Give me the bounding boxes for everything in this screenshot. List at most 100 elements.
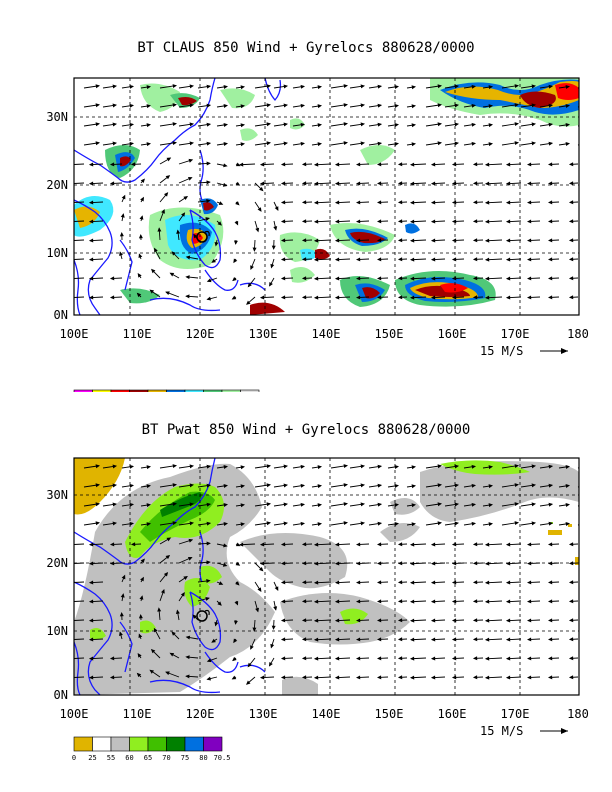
wind-vector-arrow [178, 177, 193, 184]
wind-vector-arrow [178, 592, 185, 602]
wind-vector-arrow [88, 599, 104, 604]
wind-vector-arrow [547, 637, 560, 642]
wind-vector-arrow [233, 239, 238, 245]
panel1-colorbar-swatch [147, 389, 167, 392]
wind-vector-arrow [280, 181, 294, 186]
wind-vector-arrow [273, 141, 289, 146]
wind-vector-arrow [520, 483, 537, 488]
wind-vector-arrow [74, 638, 85, 640]
wind-vector-arrow [102, 521, 118, 526]
wind-vector-arrow [547, 276, 560, 281]
wind-vector-arrow [252, 619, 257, 632]
wind-vector-arrow [520, 103, 537, 108]
wind-vector-arrow [270, 258, 275, 269]
wind-vector-arrow [121, 502, 135, 507]
wind-vector-arrow [368, 84, 383, 89]
wind-vector-arrow [547, 675, 560, 680]
wind-vector-arrow [254, 201, 262, 212]
wind-vector-arrow [484, 238, 503, 243]
panel1-wind-vectors [74, 84, 579, 305]
wind-vector-arrow [140, 85, 152, 90]
wind-vector-arrow [472, 656, 484, 661]
wind-vector-arrow [121, 483, 135, 488]
wind-vector-arrow [330, 502, 349, 507]
wind-vector-arrow [501, 84, 520, 89]
wind-vector-arrow [74, 201, 85, 203]
wind-vector-arrow [235, 142, 246, 147]
wind-vector-arrow [74, 562, 85, 564]
wind-vector-arrow [330, 483, 349, 488]
wind-vector-arrow [159, 84, 178, 89]
wind-vector-arrow [472, 675, 484, 680]
wind-vector-arrow [88, 618, 104, 623]
wind-vector-arrow [197, 464, 212, 469]
wind-vector-arrow [234, 600, 239, 606]
wind-vector-arrow [280, 637, 294, 642]
wind-vector-arrow [526, 542, 541, 547]
wind-vector-arrow [355, 219, 370, 224]
wind-vector-arrow [280, 656, 294, 661]
wind-vector-arrow [472, 618, 484, 623]
wind-vector-arrow [88, 257, 104, 262]
wind-vector-arrow [409, 238, 427, 243]
wind-vector-arrow [178, 464, 195, 469]
wind-vector-arrow [271, 239, 276, 250]
wind-vector-arrow [311, 142, 323, 147]
wind-vector-arrow [88, 219, 104, 224]
wind-vector-arrow [178, 575, 188, 583]
wind-vector-arrow [301, 618, 313, 623]
wind-vector-arrow [273, 201, 279, 211]
wind-vector-arrow [216, 464, 229, 469]
wind-vector-arrow [159, 483, 178, 488]
wind-vector-arrow [568, 675, 579, 680]
wind-vector-arrow [547, 542, 560, 547]
wind-vector-arrow [206, 657, 218, 663]
wind-vector-arrow [254, 220, 260, 233]
panel2-vector-reference-label: 15 M/S [480, 724, 523, 738]
wind-vector-arrow [130, 542, 142, 547]
wind-vector-arrow [526, 219, 541, 224]
wind-vector-arrow [568, 295, 579, 300]
wind-vector-arrow [301, 656, 313, 661]
wind-vector-arrow [472, 219, 484, 224]
wind-vector-arrow [235, 522, 246, 527]
wind-vector-arrow [430, 162, 446, 167]
wind-vector-arrow [430, 580, 446, 585]
wind-vector-arrow [472, 181, 484, 186]
wind-vector-arrow [568, 580, 579, 585]
wind-vector-arrow [406, 104, 417, 109]
wind-vector-arrow [121, 103, 135, 108]
wind-vector-arrow [185, 294, 199, 299]
wind-vector-arrow [235, 85, 246, 90]
wind-vector-arrow [120, 593, 125, 602]
wind-vector-arrow [259, 181, 275, 186]
wind-vector-arrow [397, 238, 408, 243]
wind-vector-arrow [409, 580, 427, 585]
panel1-lon-label: 160E [438, 327, 467, 341]
wind-vector-arrow [301, 162, 313, 167]
panel2-lat-label-10n: 10N [46, 624, 68, 638]
wind-vector-arrow [301, 295, 313, 300]
wind-vector-arrow [292, 141, 306, 146]
panel1-colorbar-swatch [92, 389, 112, 392]
wind-vector-arrow [355, 580, 370, 585]
wind-vector-arrow [235, 104, 246, 109]
panel2-lon-label: 180 [567, 707, 589, 721]
wind-vector-arrow [355, 276, 370, 281]
wind-vector-arrow [301, 200, 313, 205]
wind-vector-arrow [472, 542, 484, 547]
wind-vector-arrow [463, 464, 477, 469]
wind-vector-arrow [88, 637, 104, 642]
wind-vector-arrow [140, 503, 152, 508]
wind-vector-arrow [88, 162, 104, 167]
wind-vector-arrow [334, 238, 351, 243]
wind-vector-arrow [472, 561, 484, 566]
wind-vector-arrow [355, 618, 370, 623]
wind-vector-arrow [109, 295, 123, 300]
wind-vector-arrow [451, 295, 465, 300]
wind-vector-arrow [280, 618, 294, 623]
wind-vector-arrow [547, 162, 560, 167]
wind-vector-arrow [252, 239, 257, 252]
wind-vector-arrow [159, 502, 178, 507]
wind-vector-arrow [349, 103, 366, 108]
